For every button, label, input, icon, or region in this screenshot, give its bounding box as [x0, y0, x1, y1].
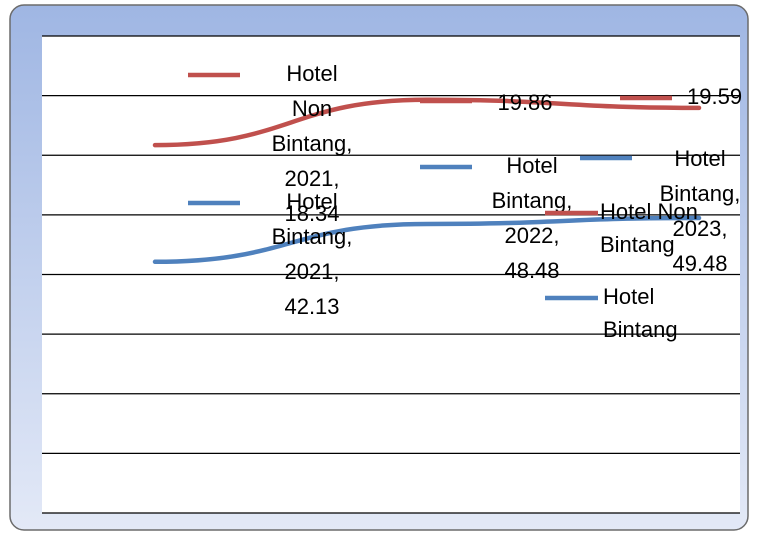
legend-label: Hotel Non Bintang: [600, 199, 698, 257]
legend-label: Hotel Bintang: [603, 284, 678, 342]
data-label: 19.59: [687, 84, 742, 109]
data-label: Hotel Bintang, 2022, 48.48: [492, 153, 573, 283]
data-label: Hotel Bintang, 2023, 49.48: [660, 146, 741, 276]
data-label: Hotel Non Bintang, 2021, 18.34: [272, 61, 353, 226]
data-label: Hotel Bintang, 2021, 42.13: [272, 189, 353, 319]
data-label: 19.86: [497, 90, 552, 115]
series-line: [152, 215, 702, 265]
